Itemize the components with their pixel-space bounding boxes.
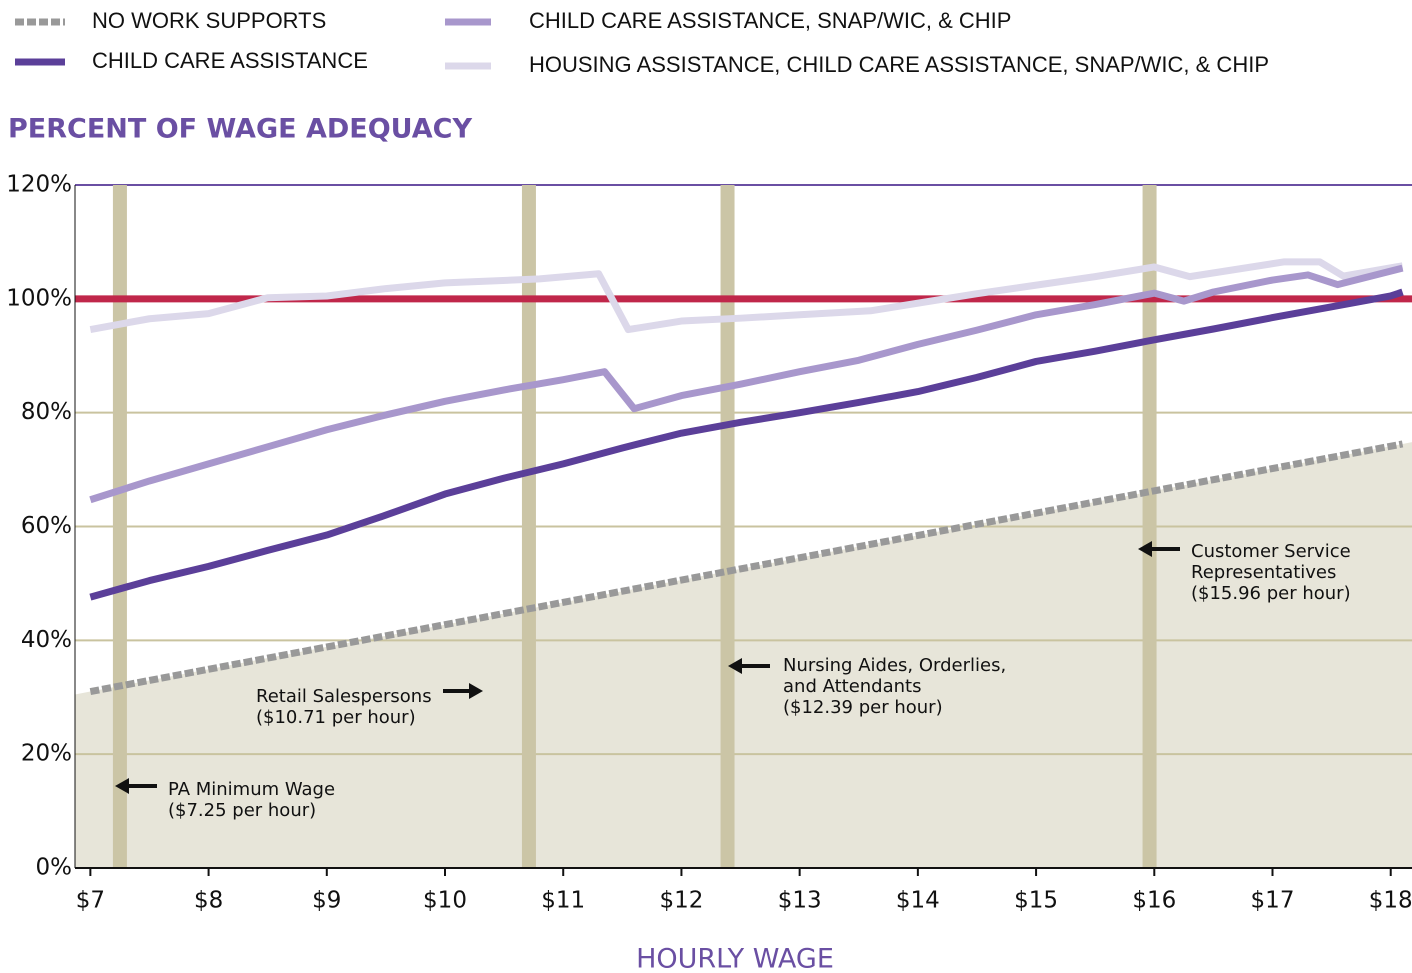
x-tick-label: $8 (194, 888, 223, 914)
x-tick-label: $17 (1251, 888, 1295, 914)
legend-label: NO WORK SUPPORTS (92, 8, 326, 33)
wage-marker (112, 185, 127, 868)
annotation-text: ($15.96 per hour) (1191, 583, 1351, 604)
x-tick-label: $12 (659, 888, 703, 914)
area (75, 442, 1412, 868)
y-tick-label: 80% (21, 399, 72, 425)
wage-marker (1142, 185, 1157, 868)
y-tick-label: 20% (21, 741, 72, 767)
wage-marker (720, 185, 735, 868)
annotation-arrowhead (469, 683, 483, 699)
x-tick-label: $13 (778, 888, 822, 914)
annotation-text: ($12.39 per hour) (783, 697, 943, 718)
legend-label: CHILD CARE ASSISTANCE, SNAP/WIC, & CHIP (529, 8, 1011, 33)
legend-label: CHILD CARE ASSISTANCE (92, 48, 368, 73)
annotation-text: ($7.25 per hour) (168, 800, 316, 821)
line (89, 440, 1404, 695)
x-tick-label: $10 (423, 888, 467, 914)
line (89, 258, 1404, 334)
legend-label: HOUSING ASSISTANCE, CHILD CARE ASSISTANC… (529, 52, 1269, 77)
x-tick-label: $7 (76, 888, 105, 914)
x-tick-label: $9 (312, 888, 341, 914)
annotation-text: Customer Service (1191, 541, 1351, 562)
annotation-text: and Attendants (783, 676, 921, 697)
y-tick-label: 120% (6, 172, 72, 198)
x-tick-label: $15 (1014, 888, 1058, 914)
wage-marker (521, 185, 536, 868)
line (89, 264, 1404, 504)
x-axis-title: HOURLY WAGE (636, 944, 834, 973)
x-tick-label: $18 (1369, 888, 1412, 914)
annotation-text: Retail Salespersons (256, 686, 432, 707)
annotation-text: PA Minimum Wage (168, 779, 335, 800)
x-tick-label: $16 (1132, 888, 1176, 914)
y-axis-title: PERCENT OF WAGE ADEQUACY (8, 114, 472, 145)
x-tick-label: $14 (896, 888, 940, 914)
annotation-text: ($10.71 per hour) (256, 707, 416, 728)
annotation-arrowhead (115, 778, 129, 794)
annotation-text: Representatives (1191, 562, 1336, 583)
annotation-text: Nursing Aides, Orderlies, (783, 655, 1006, 676)
y-tick-label: 100% (6, 285, 72, 311)
y-tick-label: 40% (21, 627, 72, 653)
annotation-arrowhead (728, 658, 742, 674)
x-tick-label: $11 (541, 888, 585, 914)
y-tick-label: 60% (21, 513, 72, 539)
line (89, 288, 1404, 601)
y-tick-label: 0% (36, 855, 73, 881)
annotation-arrowhead (1138, 541, 1152, 557)
